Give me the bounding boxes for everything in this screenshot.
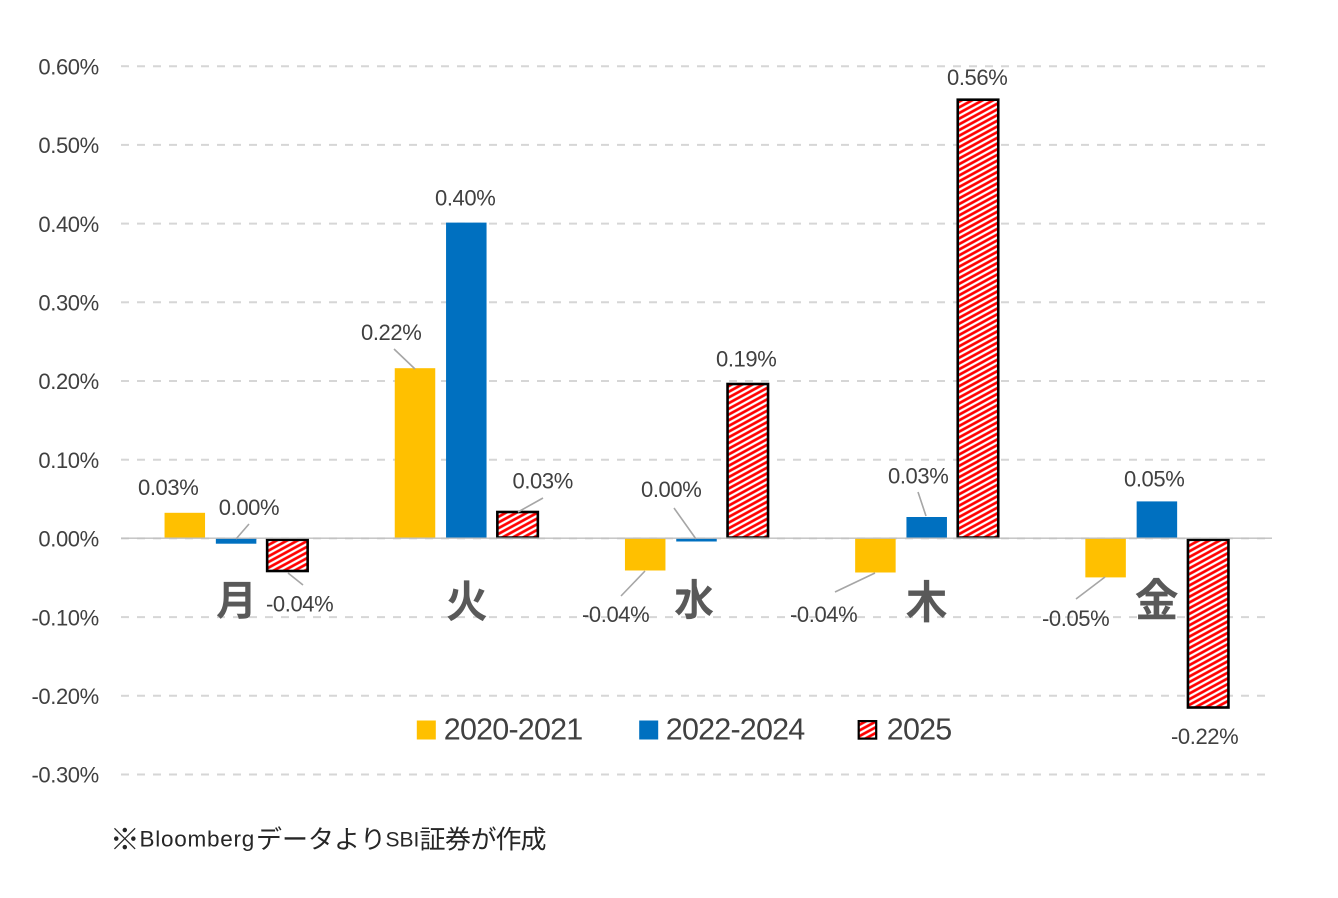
svg-text:SBI: SBI [386,829,420,852]
svg-text:0.22%: 0.22% [361,320,421,345]
svg-text:0.05%: 0.05% [1124,467,1184,492]
svg-text:0.03%: 0.03% [513,469,573,494]
svg-text:0.40%: 0.40% [38,212,98,237]
svg-text:0.60%: 0.60% [38,54,98,79]
svg-text:0.10%: 0.10% [38,448,98,473]
svg-text:2025: 2025 [887,712,952,746]
svg-text:-0.04%: -0.04% [790,602,857,627]
svg-text:0.56%: 0.56% [947,65,1007,90]
svg-text:-0.10%: -0.10% [31,605,98,630]
svg-text:0.30%: 0.30% [38,291,98,316]
svg-text:-0.04%: -0.04% [266,592,333,617]
svg-text:0.00%: 0.00% [38,527,98,552]
svg-text:-0.05%: -0.05% [1042,606,1109,631]
svg-text:0.50%: 0.50% [38,133,98,158]
svg-text:0.03%: 0.03% [138,475,198,500]
svg-text:2020-2021: 2020-2021 [444,712,583,746]
svg-text:0.00%: 0.00% [641,477,701,502]
svg-text:0.19%: 0.19% [716,347,776,372]
svg-text:-0.04%: -0.04% [582,602,649,627]
svg-text:2022-2024: 2022-2024 [666,712,805,746]
svg-text:0.03%: 0.03% [888,464,948,489]
svg-text:-0.20%: -0.20% [31,684,98,709]
svg-text:0.40%: 0.40% [435,186,495,211]
svg-text:-0.22%: -0.22% [1171,724,1238,749]
svg-text:0.00%: 0.00% [219,495,279,520]
svg-text:Bloomberg: Bloomberg [140,827,256,852]
svg-text:0.20%: 0.20% [38,369,98,394]
svg-text:-0.30%: -0.30% [31,763,98,788]
